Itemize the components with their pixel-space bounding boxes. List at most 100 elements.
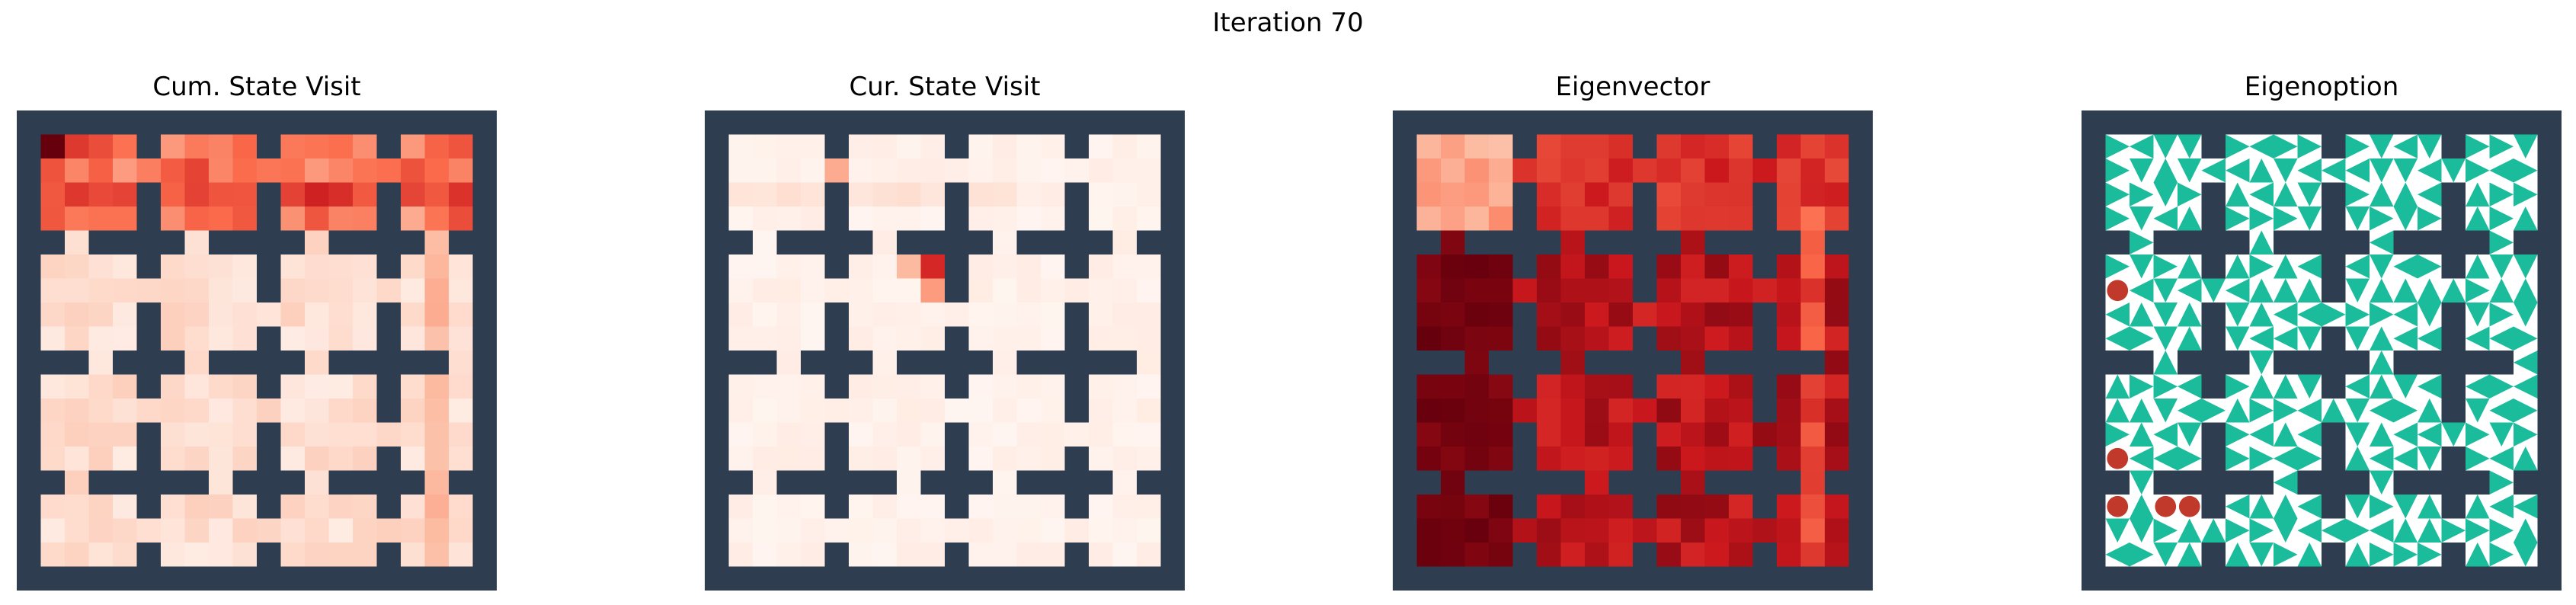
wall-cell <box>1064 134 1090 159</box>
heat-cell <box>40 278 66 303</box>
option-arrow <box>2249 399 2274 423</box>
heat-cell <box>1800 230 1826 255</box>
heat-cell <box>1800 302 1826 328</box>
heat-cell <box>776 302 802 328</box>
wall-cell <box>17 206 42 232</box>
heat-cell <box>1800 182 1826 207</box>
option-arrow <box>2418 158 2442 183</box>
wall-cell <box>1633 351 1658 376</box>
heat-cell <box>1633 518 1658 543</box>
wall-cell <box>824 351 850 376</box>
terminal-state-marker <box>2107 447 2129 469</box>
wall-cell <box>88 470 114 495</box>
heat-cell <box>1464 326 1490 351</box>
wall-cell <box>2226 566 2251 591</box>
option-arrow <box>2226 447 2250 471</box>
heat-cell <box>1656 158 1682 184</box>
wall-cell <box>1089 566 1114 591</box>
wall-cell <box>1633 470 1658 495</box>
wall-cell <box>305 566 330 591</box>
wall-cell <box>209 351 234 376</box>
wall-cell <box>945 134 970 159</box>
wall-cell <box>2297 470 2322 495</box>
heat-cell <box>305 134 330 159</box>
wall-cell <box>1729 110 1754 136</box>
heat-cell <box>353 182 378 207</box>
heat-cell <box>1560 422 1586 447</box>
wall-cell <box>2153 566 2178 591</box>
heat-cell <box>1729 206 1754 232</box>
wall-cell <box>2201 110 2226 136</box>
wall-cell <box>376 543 402 568</box>
wall-cell <box>17 278 42 303</box>
heat-cell <box>1441 230 1466 255</box>
wall-cell <box>40 470 66 495</box>
wall-cell <box>2489 110 2514 136</box>
wall-cell <box>920 470 946 495</box>
wall-cell <box>2226 470 2251 495</box>
heat-cell <box>1537 495 1562 520</box>
heat-cell <box>872 351 898 376</box>
wall-cell <box>849 470 874 495</box>
heat-cell <box>1777 302 1802 328</box>
wall-cell <box>136 566 162 591</box>
heat-cell <box>184 518 210 543</box>
heat-cell <box>1537 254 1562 280</box>
wall-cell <box>2274 566 2299 591</box>
heat-cell <box>88 495 114 520</box>
heat-cell <box>801 158 826 184</box>
heat-cell <box>1681 230 1706 255</box>
heat-cell <box>232 374 258 399</box>
wall-cell <box>1681 566 1706 591</box>
wall-cell <box>353 470 378 495</box>
wall-cell <box>2441 206 2466 232</box>
option-arrow <box>2249 302 2274 327</box>
heat-cell <box>897 399 922 424</box>
heat-cell <box>184 278 210 303</box>
heat-cell <box>897 543 922 568</box>
wall-cell <box>1160 518 1185 543</box>
wall-cell <box>1041 110 1066 136</box>
heat-cell <box>1800 447 1826 472</box>
heat-cell <box>184 447 210 472</box>
heat-cell <box>449 158 474 184</box>
wall-cell <box>472 254 497 280</box>
wall-cell <box>136 110 162 136</box>
heat-cell <box>88 278 114 303</box>
wall-cell <box>968 470 994 495</box>
heat-cell <box>1416 422 1442 447</box>
heat-cell <box>993 206 1018 232</box>
heat-cell <box>257 158 282 184</box>
heat-cell <box>1608 302 1634 328</box>
heat-cell <box>1089 158 1114 184</box>
heat-cell <box>424 470 450 495</box>
heat-cell <box>1137 351 1162 376</box>
wall-cell <box>2153 230 2178 255</box>
wall-cell <box>1560 566 1586 591</box>
option-arrow <box>2130 470 2154 495</box>
wall-cell <box>1160 447 1185 472</box>
wall-cell <box>1704 470 1730 495</box>
wall-cell <box>1512 206 1538 232</box>
heat-cell <box>353 302 378 328</box>
wall-cell <box>40 110 66 136</box>
wall-cell <box>424 110 450 136</box>
heat-cell <box>1441 158 1466 184</box>
heat-cell <box>1825 326 1850 351</box>
heat-cell <box>968 495 994 520</box>
wall-cell <box>945 206 970 232</box>
wall-cell <box>1064 182 1090 207</box>
heat-cell <box>305 422 330 447</box>
heat-cell <box>1537 374 1562 399</box>
heat-cell <box>184 206 210 232</box>
wall-cell <box>1089 470 1114 495</box>
option-arrow <box>2153 518 2178 543</box>
heat-cell <box>401 447 426 472</box>
option-arrow <box>2489 134 2514 158</box>
wall-cell <box>1160 158 1185 184</box>
heat-cell <box>1704 278 1730 303</box>
heat-cell <box>801 518 826 543</box>
heat-cell <box>1608 278 1634 303</box>
wall-cell <box>1848 230 1873 255</box>
wall-cell <box>2322 206 2347 232</box>
